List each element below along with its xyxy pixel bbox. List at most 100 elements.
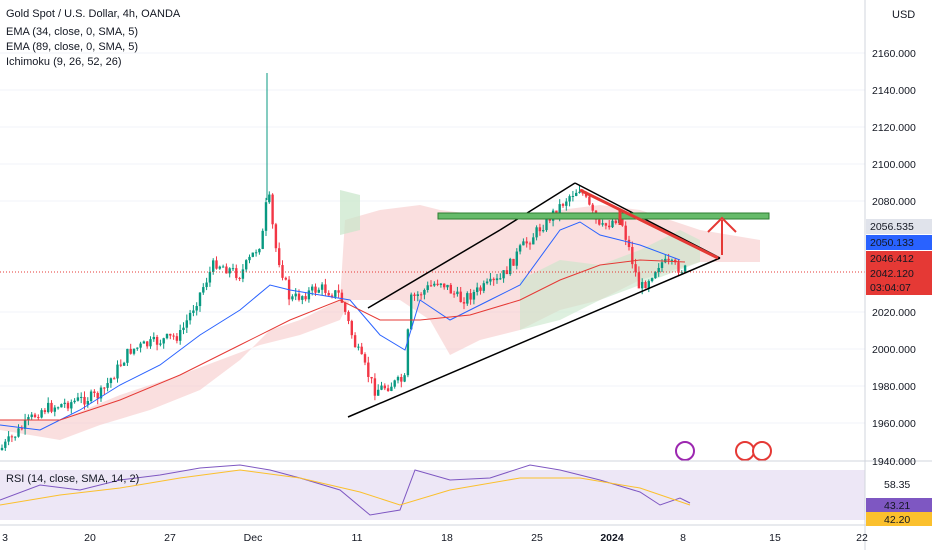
candle-body: [129, 348, 132, 354]
candle-body: [568, 196, 571, 202]
indicator-label: Ichimoku (9, 26, 52, 26): [6, 56, 122, 68]
candle-body: [462, 302, 466, 304]
candle-body: [509, 258, 512, 275]
price-badge: [866, 219, 932, 234]
candle-body: [588, 196, 591, 205]
candle-body: [644, 282, 647, 289]
candle-body: [449, 284, 452, 294]
candle-body: [149, 339, 152, 347]
rsi-ma: [0, 469, 691, 506]
candle-body: [56, 407, 60, 409]
candle-body: [505, 270, 509, 275]
candle-body: [10, 436, 14, 438]
candle-body: [446, 284, 449, 288]
candle-body: [136, 347, 139, 349]
candle-body: [677, 262, 680, 273]
candle-body: [482, 283, 485, 291]
candle-body: [228, 268, 231, 274]
candle-body: [311, 286, 314, 291]
candle-body: [241, 269, 245, 279]
time-tick: 20: [84, 532, 96, 544]
candle-body: [393, 380, 396, 387]
candle-body: [601, 223, 604, 225]
candle-body: [334, 290, 337, 297]
event-icon: [752, 441, 772, 461]
candle-body: [251, 252, 254, 257]
candle-body: [175, 336, 179, 341]
candle-body: [538, 227, 542, 232]
time-tick: 11: [352, 532, 363, 544]
candle-body: [360, 346, 363, 355]
candle-body: [146, 341, 149, 347]
candle-body: [522, 241, 525, 246]
candle-body: [126, 348, 129, 363]
candle-body: [235, 268, 238, 278]
candle-body: [93, 391, 96, 393]
time-tick: 3: [2, 532, 8, 544]
candle-body: [317, 289, 320, 293]
candle-body: [410, 294, 413, 330]
candle-body: [307, 290, 311, 300]
candle-body: [683, 265, 687, 273]
candle-body: [664, 258, 667, 263]
time-tick: 15: [769, 532, 781, 544]
currency-button[interactable]: USD: [892, 9, 915, 21]
candle-body: [416, 294, 419, 296]
candle-body: [330, 295, 334, 297]
trend-line: [499, 182, 576, 231]
candle-body: [518, 245, 522, 252]
ichimoku-cloud-bull: [520, 230, 700, 330]
candle-body: [116, 364, 119, 379]
rsi-badge-label: 42.20: [884, 514, 910, 526]
candle-body: [337, 290, 340, 293]
rsi-badge: [866, 512, 932, 526]
candle-body: [268, 194, 271, 203]
candle-body: [7, 436, 10, 442]
candle-body: [327, 292, 330, 296]
trend-line: [367, 229, 501, 309]
candle-body: [274, 224, 278, 249]
candle-body: [660, 262, 664, 268]
candle-body: [512, 258, 515, 266]
candle-body: [182, 327, 185, 331]
candle-body: [476, 287, 479, 293]
candle-body: [258, 248, 261, 253]
candle-body: [426, 285, 429, 290]
candle-body: [215, 260, 218, 269]
candle-body: [357, 346, 360, 348]
candle-body: [621, 215, 624, 226]
candle-body: [611, 220, 614, 228]
price-badge-label: 2042.120: [870, 268, 914, 280]
candle-body: [218, 266, 221, 269]
candle-body: [294, 293, 297, 297]
candle-body: [459, 291, 462, 303]
rsi-badge-label: 43.21: [884, 500, 910, 512]
candle-body: [152, 336, 155, 340]
candle-body: [377, 389, 380, 396]
candle-body: [340, 292, 344, 303]
price-tick: 2160.000: [872, 48, 916, 60]
candle-body: [429, 285, 433, 287]
candle-body: [489, 278, 492, 282]
candle-body: [495, 278, 499, 281]
candle-body: [185, 320, 188, 328]
candle-body: [106, 383, 109, 388]
candle-body: [499, 278, 502, 280]
candle-body: [650, 278, 654, 282]
candle-body: [142, 341, 146, 344]
price-badge-label: 03:04:07: [870, 282, 911, 294]
candle-body: [20, 428, 23, 430]
price-tick: 2120.000: [872, 122, 916, 134]
time-tick: 22: [856, 532, 868, 544]
candle-body: [390, 386, 393, 392]
candle-body: [561, 204, 565, 206]
candle-body: [502, 270, 505, 279]
candle-body: [631, 247, 634, 265]
candle-body: [162, 338, 165, 344]
price-tick: 2100.000: [872, 159, 916, 171]
candle-body: [314, 286, 317, 293]
price-tick: 1960.000: [872, 418, 916, 430]
candle-body: [43, 410, 47, 413]
candle-body: [76, 397, 80, 401]
candle-body: [641, 282, 644, 289]
